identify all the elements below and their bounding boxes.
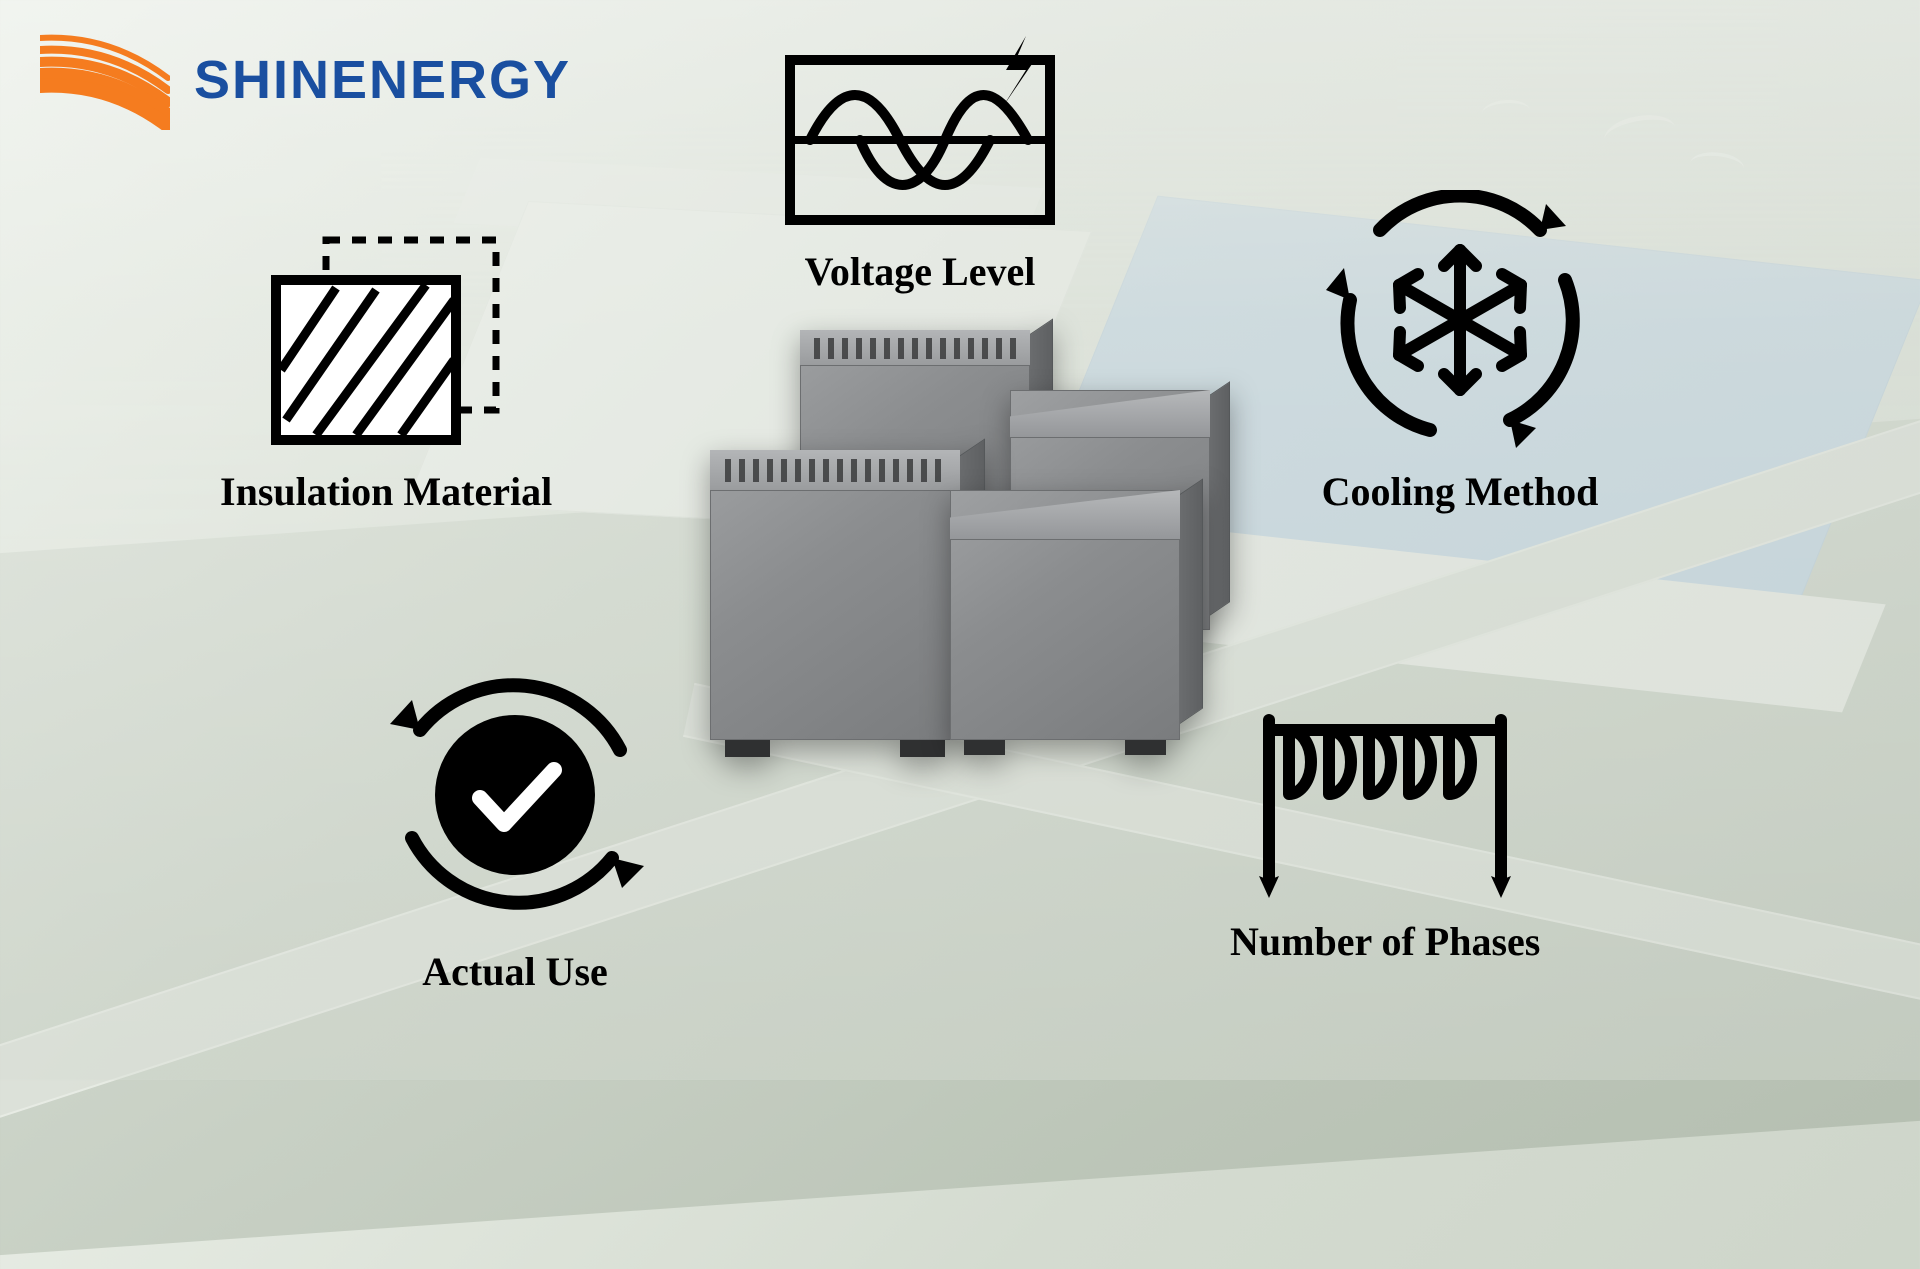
category-label: Number of Phases [1230,918,1540,965]
brand-swoosh-icon [40,30,170,130]
insulation-icon [256,220,516,450]
category-label: Insulation Material [220,468,552,515]
actual-icon [380,660,650,930]
category-label: Cooling Method [1322,468,1599,515]
cooling-icon [1320,190,1600,450]
phases-icon [1235,680,1535,900]
product-cluster [680,320,1240,760]
voltage-icon [770,30,1070,230]
category-label: Actual Use [422,948,608,995]
category-insulation-material: Insulation Material [220,220,552,515]
category-actual-use: Actual Use [380,660,650,995]
category-number-of-phases: Number of Phases [1230,680,1540,965]
transformer-enclosure [950,490,1180,740]
category-label: Voltage Level [805,248,1036,295]
category-voltage-level: Voltage Level [770,30,1070,295]
category-cooling-method: Cooling Method [1320,190,1600,515]
brand-logo: SHINENERGY [40,30,571,130]
transformer-enclosure [710,450,960,740]
brand-name: SHINENERGY [194,49,571,111]
